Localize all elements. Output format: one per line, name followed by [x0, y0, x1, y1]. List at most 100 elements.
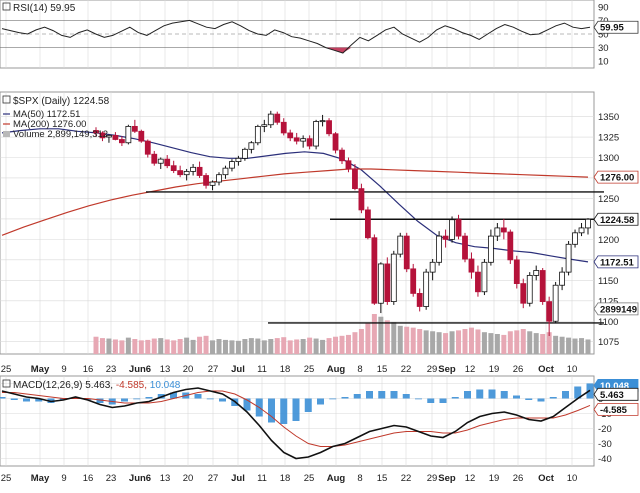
- candle-body: [300, 138, 307, 142]
- volume-bar: [112, 339, 118, 354]
- candle-body: [377, 263, 384, 304]
- volume-bar: [300, 339, 306, 354]
- rsi-tag-text: 59.95: [600, 23, 624, 34]
- price-candles: [93, 110, 591, 336]
- candle-body: [487, 235, 494, 263]
- macd-histogram-bar: [23, 398, 30, 402]
- volume-bar: [417, 329, 423, 354]
- candle-body: [339, 149, 345, 162]
- volume-bar: [391, 322, 397, 354]
- candle-body: [144, 140, 151, 155]
- volume-bar: [119, 340, 125, 354]
- macd-value-tag-box: [593, 387, 639, 401]
- volume-bar: [345, 334, 351, 354]
- candle-body: [131, 125, 138, 132]
- volume-bar: [462, 329, 468, 354]
- volume-bar: [579, 338, 585, 354]
- volume-bar: [132, 339, 138, 354]
- rsi-axis-label: 10: [598, 57, 609, 68]
- ma200-line: [1, 168, 589, 236]
- macd-x-label: Aug: [327, 473, 346, 484]
- macd-histogram-bar: [145, 397, 153, 399]
- candle-body: [222, 167, 229, 176]
- candle-body: [475, 271, 481, 293]
- volume-bar: [261, 340, 267, 354]
- macd-x-label: 9: [61, 473, 66, 484]
- volume-bar: [106, 338, 112, 354]
- price-x-label: Oct: [538, 364, 555, 375]
- price-axis-label: 1150: [598, 276, 618, 287]
- macd-line: [1, 387, 591, 460]
- candle-body: [539, 270, 546, 302]
- candle-body: [274, 113, 281, 123]
- macd-x-label: Jun6: [129, 473, 151, 484]
- macd-x-label: 25: [1, 473, 12, 484]
- volume-bar: [553, 335, 559, 354]
- volume-bar: [404, 326, 410, 354]
- price-axis-label: 1100: [598, 317, 618, 328]
- volume-bar: [138, 340, 144, 354]
- volume-bar: [255, 338, 261, 354]
- volume-bar: [93, 336, 99, 354]
- ma50-tag: 1172.51: [593, 255, 639, 269]
- macd-histogram-bar: [415, 398, 422, 400]
- macd-histogram-bar: [304, 398, 312, 412]
- macd-histogram-bar: [219, 398, 226, 402]
- macd-x-axis-labels: 25 May 9 16 23 Jun6 13 20 27 Jul 11 18 25 Aug 8 15 22 29 S…: [1, 473, 578, 484]
- candle-body: [332, 133, 339, 151]
- price-x-label: 12: [465, 364, 476, 375]
- volume-bar: [423, 330, 429, 354]
- macd-x-label: 12: [465, 473, 476, 484]
- macd-hist-tag-text: 10.048: [600, 381, 629, 392]
- ma50-tag-box: [593, 255, 639, 269]
- candle-body: [106, 134, 112, 138]
- price-axis-label: 1350: [598, 112, 619, 123]
- macd-histogram-bar: [488, 389, 496, 399]
- macd-axis-label: -20: [598, 424, 612, 435]
- volume-bar: [436, 332, 442, 354]
- price-axis-label: 1325: [598, 133, 619, 144]
- macd-axis-label: -40: [598, 454, 612, 465]
- macd-histogram-bar: [96, 398, 104, 403]
- macd-histogram-bar: [353, 394, 361, 399]
- candle-body: [572, 232, 578, 245]
- ma50-tag-text: 1172.51: [600, 257, 635, 268]
- volume-bar: [99, 338, 105, 354]
- macd-legend-icon: [2, 379, 11, 388]
- macd-histogram-bar: [121, 398, 128, 402]
- volume-bar: [397, 325, 403, 354]
- macd-x-label: 22: [401, 473, 412, 484]
- price-x-label: 25: [1, 364, 12, 375]
- volume-bar: [520, 329, 526, 354]
- candle-body: [164, 158, 171, 167]
- macd-histogram-bar: [170, 392, 177, 399]
- candle-body: [112, 134, 119, 140]
- macd-histogram-bar: [280, 398, 288, 424]
- macd-title: MACD(12,26,9) 5.463, -4.585, 10.048: [2, 379, 181, 391]
- candle-body: [397, 235, 404, 255]
- candle-body: [384, 263, 391, 302]
- volume-bar: [384, 320, 390, 354]
- macd-histogram-bar: [329, 398, 337, 400]
- macd-histogram-bar: [133, 398, 141, 400]
- candle-body: [216, 174, 222, 183]
- candle-body: [326, 120, 332, 135]
- volume-bar: [294, 339, 300, 354]
- volume-bar: [430, 331, 436, 354]
- rsi-axis-label: 90: [598, 2, 609, 13]
- candle-body: [118, 139, 125, 144]
- volume-bar: [501, 334, 507, 354]
- rsi-tag: 59.95: [593, 20, 639, 34]
- support-resistance-lines: [146, 191, 604, 324]
- candle-body: [287, 132, 294, 139]
- macd-histogram-bar: [513, 395, 520, 399]
- price-tag-text: 1224.58: [600, 215, 634, 226]
- candle-body: [500, 227, 507, 233]
- macd-x-label: 13: [160, 473, 171, 484]
- candle-body: [177, 170, 184, 176]
- candle-body: [462, 235, 468, 260]
- candle-body: [345, 160, 352, 170]
- candle-body: [513, 259, 520, 284]
- ma50-legend-text: MA(50) 1172.51: [13, 109, 80, 120]
